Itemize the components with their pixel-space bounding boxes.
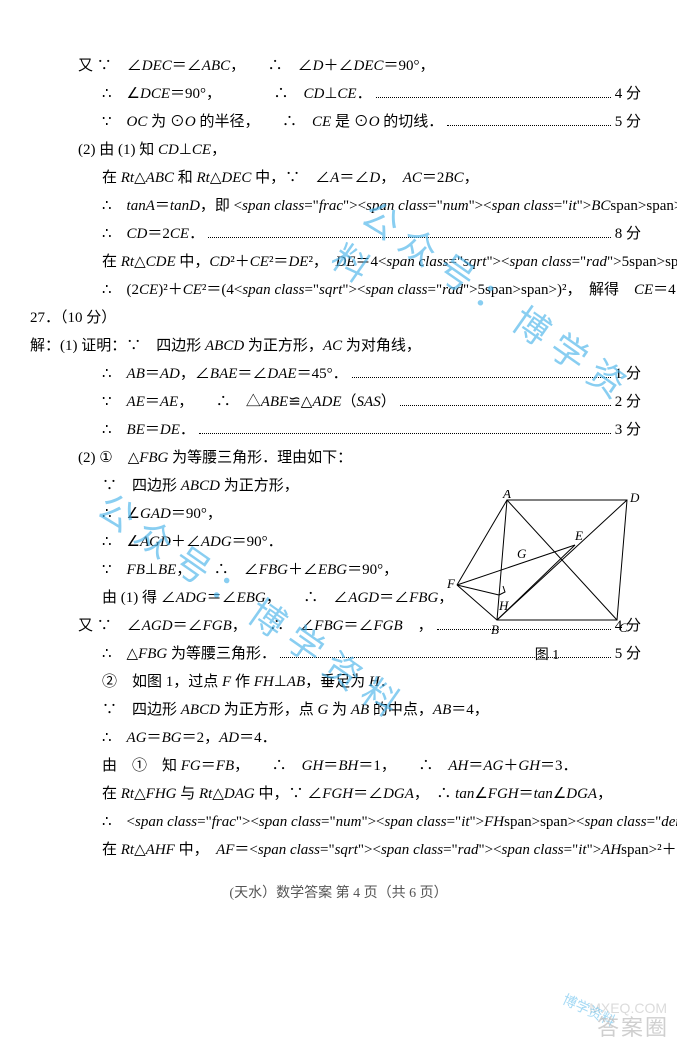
proof-line: ∴ CD＝2CE． 8 分 bbox=[30, 222, 647, 246]
proof-line: (2) ① △FBG 为等腰三角形．理由如下： bbox=[30, 446, 647, 470]
stamp-text: 答案圈 bbox=[597, 1010, 669, 1042]
score-mark: 1 分 bbox=[615, 362, 647, 383]
line-text: 解：(1) 证明：∵ 四边形 ABCD 为正方形，AC 为对角线， bbox=[30, 334, 421, 355]
line-text: ∴ tanA＝tanD，即 <span class="frac"><span c… bbox=[102, 194, 677, 215]
line-text: (2) 由 (1) 知 CD⊥CE， bbox=[78, 138, 226, 159]
line-text: 由 (1) 得 ∠ADG＝∠EBG， ∴ ∠AGD＝∠FBG， bbox=[102, 586, 453, 607]
proof-line: ∴ AB＝AD，∠BAE＝∠DAE＝45°． 1 分 bbox=[30, 362, 647, 386]
line-text: ∵ 四边形 ABCD 为正方形， bbox=[102, 474, 299, 495]
line-text: ∵ FB⊥BE， ∴ ∠FBG＋∠EBG＝90°， bbox=[102, 558, 398, 579]
line-text: 又 ∵ ∠AGD＝∠FGB， ∴ ∠FBG＝∠FGB ， bbox=[78, 614, 433, 635]
proof-line: ∴ BE＝DE． 3 分 bbox=[30, 418, 647, 442]
leader-dots bbox=[447, 115, 610, 126]
proof-line: ∵ 四边形 ABCD 为正方形，点 G 为 AB 的中点，AB＝4， bbox=[30, 698, 647, 722]
lbl-A: A bbox=[502, 490, 511, 501]
proof-line: ∴ ∠DCE＝90°， ∴ CD⊥CE． 4 分 bbox=[30, 82, 647, 106]
proof-line: 解：(1) 证明：∵ 四边形 ABCD 为正方形，AC 为对角线， bbox=[30, 334, 647, 358]
proof-line: ∵ AE＝AE， ∴ △ABE≌△ADE（SAS） 2 分 bbox=[30, 390, 647, 414]
lbl-D: D bbox=[629, 490, 640, 505]
line-text: ∴ BE＝DE． bbox=[102, 418, 195, 439]
proof-line: ∴ AG＝BG＝2，AD＝4． bbox=[30, 726, 647, 750]
score-mark: 3 分 bbox=[615, 418, 647, 439]
lbl-H: H bbox=[498, 598, 509, 613]
score-mark: 5 分 bbox=[615, 110, 647, 131]
proof-line: ∴ <span class="frac"><span class="num"><… bbox=[30, 810, 647, 834]
line-text: ② 如图 1，过点 F 作 FH⊥AB，垂足为 H． bbox=[102, 670, 395, 691]
figure-1: A D C B F E G H 图 1 bbox=[447, 490, 647, 664]
line-text: ∵ 四边形 ABCD 为正方形，点 G 为 AB 的中点，AB＝4， bbox=[102, 698, 489, 719]
line-text: ∴ AB＝AD，∠BAE＝∠DAE＝45°． bbox=[102, 362, 348, 383]
line-text: ∴ △FBG 为等腰三角形． bbox=[102, 642, 276, 663]
proof-line: 27．（10 分） bbox=[30, 306, 647, 330]
leader-dots bbox=[208, 227, 611, 238]
line-text: ∴ ∠GAD＝90°， bbox=[102, 502, 222, 523]
page-footer: (天水）数学答案 第 4 页（共 6 页） bbox=[30, 882, 647, 902]
score-mark: 8 分 bbox=[615, 222, 647, 243]
line-text: 在 Rt△FHG 与 Rt△DAG 中，∵ ∠FGH＝∠DGA， ∴ tan∠F… bbox=[102, 782, 612, 803]
line-text: ∴ CD＝2CE． bbox=[102, 222, 204, 243]
line-text: (2) ① △FBG 为等腰三角形．理由如下： bbox=[78, 446, 352, 467]
line-text: ∴ (2CE)²＋CE²＝(4<span class="sqrt"><span … bbox=[102, 278, 677, 299]
lbl-G: G bbox=[517, 546, 527, 561]
leader-dots bbox=[400, 395, 611, 406]
leader-dots bbox=[376, 87, 611, 98]
line-text: ∴ ∠AGD＋∠ADG＝90°． bbox=[102, 530, 283, 551]
proof-line: 在 Rt△ABC 和 Rt△DEC 中，∵ ∠A＝∠D， AC＝2BC， bbox=[30, 166, 647, 190]
lbl-C: C bbox=[619, 620, 628, 635]
line-text: 27．（10 分） bbox=[30, 306, 116, 327]
lbl-B: B bbox=[491, 622, 499, 637]
line-text: 又 ∵ ∠DEC＝∠ABC， ∴ ∠D＋∠DEC＝90°， bbox=[78, 54, 435, 75]
proof-line: 在 Rt△AHF 中， AF＝<span class="sqrt"><span … bbox=[30, 838, 647, 862]
leader-dots bbox=[199, 423, 611, 434]
line-text: 由 ① 知 FG＝FB， ∴ GH＝BH＝1， ∴ AH＝AG＋GH＝3． bbox=[102, 754, 578, 775]
lbl-E: E bbox=[574, 528, 583, 543]
line-text: 在 Rt△ABC 和 Rt△DEC 中，∵ ∠A＝∠D， AC＝2BC， bbox=[102, 166, 479, 187]
proof-line: ∵ OC 为 ⊙O 的半径， ∴ CE 是 ⊙O 的切线． 5 分 bbox=[30, 110, 647, 134]
line-text: ∴ <span class="frac"><span class="num"><… bbox=[102, 810, 677, 831]
proof-line: 由 ① 知 FG＝FB， ∴ GH＝BH＝1， ∴ AH＝AG＋GH＝3． bbox=[30, 754, 647, 778]
score-mark: 4 分 bbox=[615, 82, 647, 103]
proof-line: 在 Rt△CDE 中，CD²＋CE²＝DE²， DE＝4<span class=… bbox=[30, 250, 647, 274]
proof-line: ∴ tanA＝tanD，即 <span class="frac"><span c… bbox=[30, 194, 647, 218]
line-text: ∵ AE＝AE， ∴ △ABE≌△ADE（SAS） bbox=[102, 390, 396, 411]
proof-line: ② 如图 1，过点 F 作 FH⊥AB，垂足为 H． bbox=[30, 670, 647, 694]
proof-line: ∴ (2CE)²＋CE²＝(4<span class="sqrt"><span … bbox=[30, 278, 647, 302]
score-mark: 2 分 bbox=[615, 390, 647, 411]
line-text: ∴ AG＝BG＝2，AD＝4． bbox=[102, 726, 277, 747]
figure-caption: 图 1 bbox=[447, 644, 647, 664]
line-text: 在 Rt△CDE 中，CD²＋CE²＝DE²， DE＝4<span class=… bbox=[102, 250, 677, 271]
proof-line: 在 Rt△FHG 与 Rt△DAG 中，∵ ∠FGH＝∠DGA， ∴ tan∠F… bbox=[30, 782, 647, 806]
line-text: 在 Rt△AHF 中， AF＝<span class="sqrt"><span … bbox=[102, 838, 677, 859]
line-text: ∵ OC 为 ⊙O 的半径， ∴ CE 是 ⊙O 的切线． bbox=[102, 110, 443, 131]
proof-line: (2) 由 (1) 知 CD⊥CE， bbox=[30, 138, 647, 162]
proof-line: 又 ∵ ∠DEC＝∠ABC， ∴ ∠D＋∠DEC＝90°， bbox=[30, 54, 647, 78]
leader-dots bbox=[352, 367, 611, 378]
lbl-F: F bbox=[447, 576, 456, 591]
line-text: ∴ ∠DCE＝90°， ∴ CD⊥CE． bbox=[102, 82, 372, 103]
